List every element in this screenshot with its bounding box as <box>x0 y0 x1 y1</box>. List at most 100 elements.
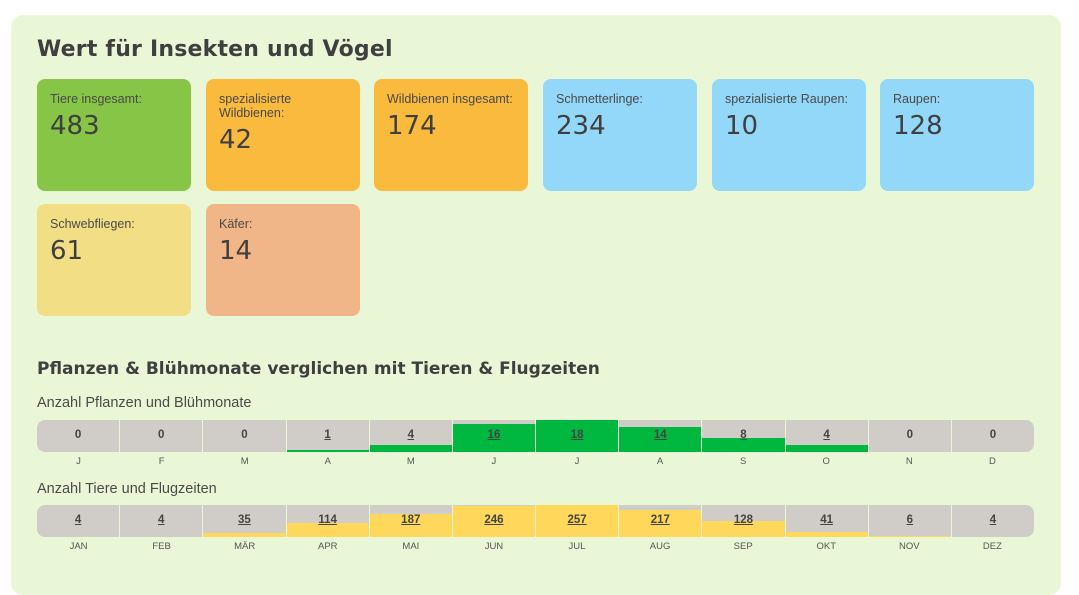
stat-label: Schmetterlinge: <box>556 92 684 106</box>
plants-caption: Anzahl Pflanzen und Blühmonate <box>37 395 251 411</box>
animals-month-cell[interactable]: 257 <box>535 505 618 537</box>
comparison-section-title: Pflanzen & Blühmonate verglichen mit Tie… <box>37 359 600 379</box>
plants-month-cell[interactable]: 14 <box>618 420 701 452</box>
stat-value: 61 <box>50 236 178 266</box>
stat-value: 174 <box>387 111 515 141</box>
stat-label: Tiere insgesamt: <box>50 92 178 106</box>
plants-month-count[interactable]: 4 <box>786 429 868 441</box>
plants-month-count: 0 <box>120 429 202 441</box>
animals-month-cell[interactable]: 4 <box>119 505 202 537</box>
plants-month-label: S <box>702 456 785 467</box>
animals-month-label: JUL <box>535 541 618 552</box>
animals-month-label: OKT <box>785 541 868 552</box>
animals-month-label: FEB <box>120 541 203 552</box>
insect-bird-value-panel: Wert für Insekten und Vögel Tiere insges… <box>11 15 1061 595</box>
animals-month-count[interactable]: 246 <box>453 514 535 526</box>
animals-month-count[interactable]: 4 <box>120 514 202 526</box>
animals-month-cell[interactable]: 187 <box>369 505 452 537</box>
plants-month-cell: 0 <box>868 420 951 452</box>
plants-month-count[interactable]: 1 <box>287 429 369 441</box>
plants-month-fill <box>370 445 452 452</box>
plants-month-label: A <box>286 456 369 467</box>
animals-month-label: DEZ <box>951 541 1034 552</box>
animals-month-cell[interactable]: 4 <box>951 505 1034 537</box>
stat-card-spez-wildbienen: spezialisierte Wildbienen: 42 <box>206 79 360 191</box>
animals-month-cell[interactable]: 6 <box>868 505 951 537</box>
plants-month-cell[interactable]: 16 <box>452 420 535 452</box>
plants-month-count: 0 <box>37 429 119 441</box>
animals-month-fill <box>786 532 868 537</box>
stat-value: 234 <box>556 111 684 141</box>
plants-month-cell[interactable]: 4 <box>369 420 452 452</box>
stat-label: spezialisierte Wildbienen: <box>219 92 347 120</box>
plants-month-label: J <box>535 456 618 467</box>
stat-label: spezialisierte Raupen: <box>725 92 853 106</box>
stat-card-tiere: Tiere insgesamt: 483 <box>37 79 191 191</box>
stat-card-schmetterlinge: Schmetterlinge: 234 <box>543 79 697 191</box>
animals-month-cell[interactable]: 114 <box>286 505 369 537</box>
animals-month-count[interactable]: 114 <box>287 514 369 526</box>
animals-month-cell[interactable]: 217 <box>618 505 701 537</box>
animals-caption: Anzahl Tiere und Flugzeiten <box>37 481 217 497</box>
plants-month-cell: 0 <box>202 420 285 452</box>
plants-month-label: J <box>452 456 535 467</box>
animals-month-cell[interactable]: 128 <box>701 505 784 537</box>
animals-month-cell[interactable]: 35 <box>202 505 285 537</box>
stat-value: 14 <box>219 236 347 266</box>
animals-month-label: JAN <box>37 541 120 552</box>
animals-month-cell[interactable]: 246 <box>452 505 535 537</box>
stat-card-raupen: Raupen: 128 <box>880 79 1034 191</box>
plants-month-fill <box>287 450 369 452</box>
animals-month-count[interactable]: 187 <box>370 514 452 526</box>
animals-month-fill <box>203 533 285 537</box>
stat-value: 42 <box>219 125 347 155</box>
stat-card-spez-raupen: spezialisierte Raupen: 10 <box>712 79 866 191</box>
plants-month-label: F <box>120 456 203 467</box>
animals-month-label: JUN <box>452 541 535 552</box>
animals-month-count[interactable]: 4 <box>37 514 119 526</box>
plants-month-count[interactable]: 4 <box>370 429 452 441</box>
plants-month-count: 0 <box>869 429 951 441</box>
plants-month-label: M <box>203 456 286 467</box>
stat-card-schwebfliegen: Schwebfliegen: 61 <box>37 204 191 316</box>
plants-month-label: N <box>868 456 951 467</box>
animals-month-label: MÄR <box>203 541 286 552</box>
animals-month-count[interactable]: 35 <box>203 514 285 526</box>
plants-month-count[interactable]: 8 <box>702 429 784 441</box>
stat-card-wildbienen: Wildbienen insgesamt: 174 <box>374 79 528 191</box>
animals-month-label: SEP <box>702 541 785 552</box>
animals-month-cell[interactable]: 4 <box>37 505 119 537</box>
animals-month-count[interactable]: 41 <box>786 514 868 526</box>
plants-month-label: A <box>619 456 702 467</box>
stat-value: 128 <box>893 111 1021 141</box>
plants-month-count[interactable]: 16 <box>453 429 535 441</box>
animals-month-count[interactable]: 6 <box>869 514 951 526</box>
animals-month-count[interactable]: 128 <box>702 514 784 526</box>
animals-month-label: AUG <box>619 541 702 552</box>
plants-month-cell[interactable]: 18 <box>535 420 618 452</box>
plants-month-cell[interactable]: 1 <box>286 420 369 452</box>
panel-title: Wert für Insekten und Vögel <box>37 37 393 62</box>
stat-label: Käfer: <box>219 217 347 231</box>
plants-month-fill <box>786 445 868 452</box>
plants-month-cell[interactable]: 8 <box>701 420 784 452</box>
animals-month-count[interactable]: 4 <box>952 514 1034 526</box>
animals-month-count[interactable]: 257 <box>536 514 618 526</box>
animals-month-count[interactable]: 217 <box>619 514 701 526</box>
plants-month-count: 0 <box>203 429 285 441</box>
stat-label: Raupen: <box>893 92 1021 106</box>
plants-month-cell[interactable]: 4 <box>785 420 868 452</box>
plants-month-count[interactable]: 14 <box>619 429 701 441</box>
plants-month-count[interactable]: 18 <box>536 429 618 441</box>
animals-month-label: MAI <box>369 541 452 552</box>
animals-month-cell[interactable]: 41 <box>785 505 868 537</box>
stat-label: Wildbienen insgesamt: <box>387 92 515 106</box>
plants-month-count: 0 <box>952 429 1034 441</box>
plants-month-cell: 0 <box>37 420 119 452</box>
animals-month-label: APR <box>286 541 369 552</box>
animals-month-label: NOV <box>868 541 951 552</box>
animals-month-fill <box>869 536 951 537</box>
plants-month-label: D <box>951 456 1034 467</box>
